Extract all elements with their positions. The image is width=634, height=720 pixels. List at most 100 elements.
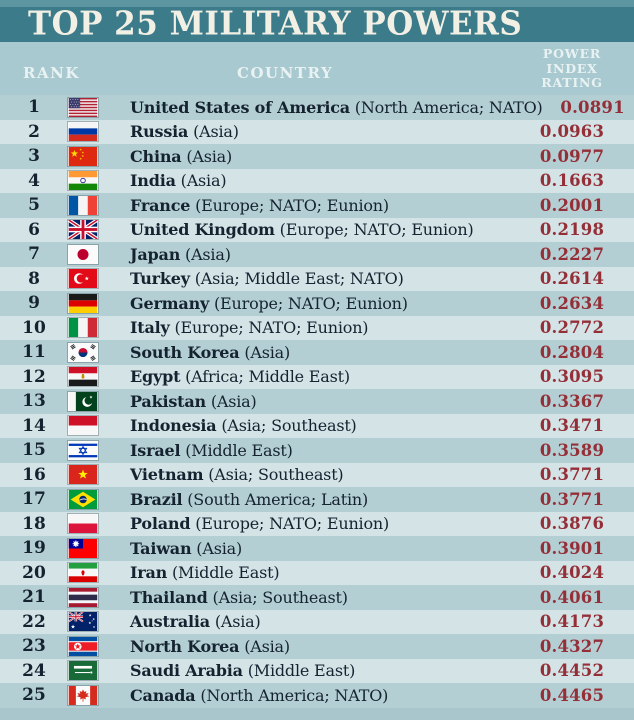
flag-cell: [68, 587, 98, 607]
rank-value: 12: [22, 366, 46, 387]
country-regions: (Middle East): [180, 440, 293, 460]
power-index-rating-value: 0.4327: [539, 636, 605, 656]
power-index-rating-value: 0.1663: [539, 171, 605, 191]
flag-cell: [68, 538, 98, 558]
rank-value: 24: [22, 660, 46, 681]
country-cell: Brazil (South America; Latin): [130, 490, 368, 509]
flag-cell: [68, 269, 98, 289]
country-regions: (Europe; NATO; Eunion): [190, 514, 390, 534]
saudi-arabia-flag-icon: [68, 661, 98, 681]
poland-flag-icon: [68, 514, 98, 534]
country-regions: (Asia; Southeast): [216, 416, 357, 436]
flag-cell: [68, 195, 98, 215]
country-cell: United Kingdom (Europe; NATO; Eunion): [130, 220, 474, 239]
vietnam-flag-icon: [68, 465, 98, 485]
rank-value: 25: [22, 685, 46, 706]
country-regions: (Asia): [239, 342, 291, 362]
table-row: 6 United Kingdom (Europe; NATO; Eunion) 0.…: [0, 217, 634, 242]
table-row: 4 India (Asia) 0.1663: [0, 168, 634, 193]
rank-value: 15: [22, 440, 46, 461]
country-cell: France (Europe; NATO; Eunion): [130, 196, 389, 215]
country-regions: (Europe; NATO; Eunion): [169, 318, 369, 338]
rank-value: 18: [22, 513, 46, 534]
country-name: Saudi Arabia: [130, 661, 243, 681]
country-regions: (Middle East): [167, 563, 280, 583]
us-flag-icon: [68, 97, 98, 117]
rank-value: 23: [22, 636, 46, 657]
country-regions: (Europe; NATO; Eunion): [190, 195, 389, 215]
rank-value: 14: [22, 415, 46, 436]
country-regions: (Europe; NATO; Eunion): [274, 220, 474, 240]
power-index-rating-value: 0.2227: [539, 244, 605, 264]
rank-value: 10: [22, 317, 46, 338]
power-index-rating-value: 0.3589: [539, 440, 605, 460]
country-regions: (Europe; NATO; Eunion): [209, 293, 408, 313]
rank-value: 20: [22, 562, 46, 583]
country-name: Turkey: [130, 269, 190, 289]
egypt-flag-icon: [68, 367, 98, 387]
country-name: Taiwan: [130, 538, 192, 558]
table-row: 18 Poland (Europe; NATO; Eunion) 0.3876: [0, 511, 634, 536]
country-name: Poland: [130, 514, 191, 534]
table-row: 2 Russia (Asia) 0.0963: [0, 119, 634, 144]
flag-cell: [68, 416, 98, 436]
israel-flag-icon: [68, 440, 98, 460]
table-row: 17 Brazil (South America; Latin) 0.3771: [0, 487, 634, 512]
flag-cell: [68, 97, 98, 117]
power-index-rating-value: 0.3471: [539, 416, 605, 436]
flag-cell: [68, 318, 98, 338]
country-cell: Turkey (Asia; Middle East; NATO): [130, 269, 404, 288]
rank-value: 9: [28, 293, 40, 314]
country-regions: (North America; NATO): [349, 97, 543, 117]
country-regions: (Middle East): [242, 661, 356, 681]
flag-cell: [68, 220, 98, 240]
power-index-rating-value: 0.4173: [539, 612, 605, 632]
country-regions: (Asia): [181, 146, 233, 166]
country-name: Pakistan: [130, 391, 206, 411]
rank-value: 11: [22, 342, 46, 363]
rank-value: 22: [22, 611, 46, 632]
country-cell: Saudi Arabia (Middle East): [130, 661, 355, 680]
title-band: TOP 25 MILITARY POWERS: [0, 7, 634, 42]
rank-value: 3: [28, 146, 40, 167]
rank-value: 21: [22, 587, 46, 608]
flag-cell: [68, 636, 98, 656]
power-index-rating-value: 0.2198: [539, 220, 605, 240]
flag-cell: [68, 146, 98, 166]
france-flag-icon: [68, 195, 98, 215]
country-regions: (Asia): [180, 244, 231, 264]
country-name: China: [130, 146, 182, 166]
country-cell: Russia (Asia): [130, 122, 239, 141]
indonesia-flag-icon: [68, 416, 98, 436]
power-index-rating-value: 0.3095: [539, 367, 605, 387]
country-name: United Kingdom: [130, 220, 275, 240]
country-name: Vietnam: [130, 465, 204, 485]
power-index-rating-value: 0.3876: [539, 514, 605, 534]
country-name: Indonesia: [130, 416, 217, 436]
rank-value: 1: [28, 97, 40, 118]
pakistan-flag-icon: [68, 391, 98, 411]
russia-flag-icon: [68, 122, 98, 142]
country-cell: Germany (Europe; NATO; Eunion): [130, 294, 408, 313]
table-row: 9 Germany (Europe; NATO; Eunion) 0.2634: [0, 291, 634, 316]
country-name: Egypt: [130, 367, 181, 387]
column-header-country: COUNTRY: [237, 64, 334, 82]
power-index-rating-value: 0.3771: [539, 465, 605, 485]
table-row: 22 Australia (Asia) 0.4173: [0, 609, 634, 634]
rank-value: 17: [22, 489, 46, 510]
country-cell: North Korea (Asia): [130, 637, 290, 656]
flag-cell: [68, 342, 98, 362]
table-row: 25 Canada (North America; NATO) 0.4465: [0, 683, 634, 708]
country-cell: Poland (Europe; NATO; Eunion): [130, 514, 389, 533]
country-cell: Israel (Middle East): [130, 441, 293, 460]
country-name: Canada: [130, 685, 196, 705]
country-name: Thailand: [130, 587, 208, 607]
table-row: 10 Italy (Europe; NATO; Eunion) 0.2772: [0, 315, 634, 340]
country-name: Japan: [130, 244, 181, 264]
flag-cell: [68, 391, 98, 411]
uk-flag-icon: [68, 220, 98, 240]
country-name: South Korea: [130, 342, 240, 362]
power-index-rating-value: 0.2001: [539, 195, 605, 215]
country-name: North Korea: [130, 636, 240, 656]
